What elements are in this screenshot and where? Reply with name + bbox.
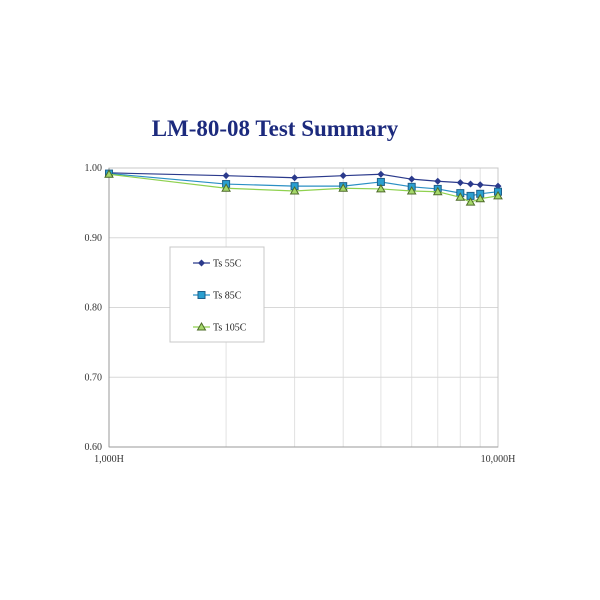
data-point-series-2 [221, 183, 231, 192]
data-point-series-2 [376, 183, 386, 193]
legend-marker-diamond [198, 259, 205, 267]
legend-box [169, 246, 265, 343]
data-point-series-0 [339, 172, 347, 180]
data-point-series-2 [406, 186, 417, 195]
data-point-series-0 [476, 181, 484, 189]
data-point-series-2 [493, 190, 503, 200]
data-point-series-0 [408, 175, 416, 183]
y-tick-label: 0.80 [85, 303, 103, 314]
legend-marker-square [197, 291, 206, 299]
data-point-series-2 [338, 183, 349, 192]
legend-label: Ts 85C [213, 291, 242, 302]
data-point-series-0 [377, 170, 385, 178]
data-point-series-2 [455, 192, 466, 201]
x-tick-label: 1,000H [94, 454, 124, 465]
data-point-series-2 [465, 197, 476, 206]
chart-title: LM-80-08 Test Summary [151, 116, 399, 141]
data-point-series-2 [432, 186, 443, 196]
y-tick-label: 0.90 [85, 233, 103, 244]
y-tick-label: 0.60 [85, 442, 103, 453]
data-point-series-0 [467, 180, 475, 188]
legend-label: Ts 55C [213, 259, 242, 270]
data-point-series-2 [475, 193, 486, 203]
data-point-series-2 [289, 186, 300, 195]
y-tick-label: 0.70 [85, 372, 103, 383]
data-point-series-0 [222, 172, 230, 180]
data-point-series-0 [456, 179, 464, 187]
data-point-series-0 [434, 177, 442, 185]
series-line-0 [108, 172, 499, 187]
data-point-series-2 [104, 169, 114, 178]
x-tick-label: 10,000H [481, 454, 516, 465]
y-tick-label: 1.00 [85, 163, 103, 174]
legend-label: Ts 105C [213, 323, 247, 334]
data-point-series-0 [291, 174, 299, 182]
legend-marker-triangle [196, 321, 207, 331]
